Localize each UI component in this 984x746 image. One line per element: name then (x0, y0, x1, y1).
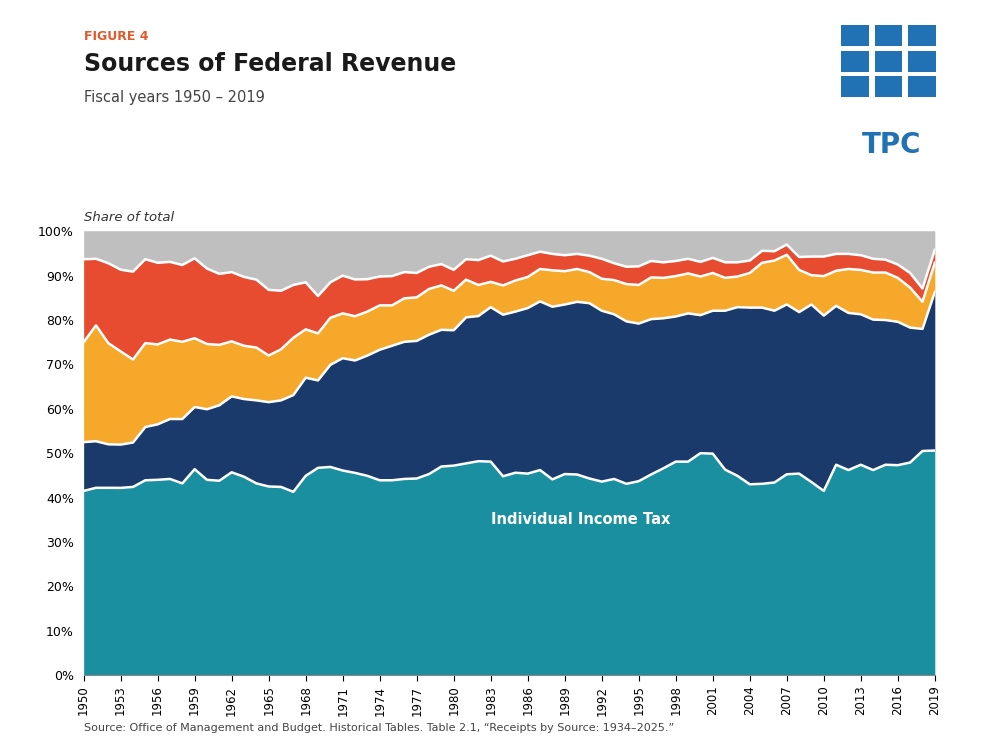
Text: Individual Income Tax: Individual Income Tax (491, 513, 670, 527)
Text: Share of total: Share of total (84, 211, 174, 224)
Text: TPC: TPC (862, 131, 921, 159)
Text: Sources of Federal Revenue: Sources of Federal Revenue (84, 52, 456, 76)
Text: FIGURE 4: FIGURE 4 (84, 30, 149, 43)
Text: Fiscal years 1950 – 2019: Fiscal years 1950 – 2019 (84, 90, 265, 104)
Text: Source: Office of Management and Budget. Historical Tables. Table 2.1, “Receipts: Source: Office of Management and Budget.… (84, 723, 674, 733)
